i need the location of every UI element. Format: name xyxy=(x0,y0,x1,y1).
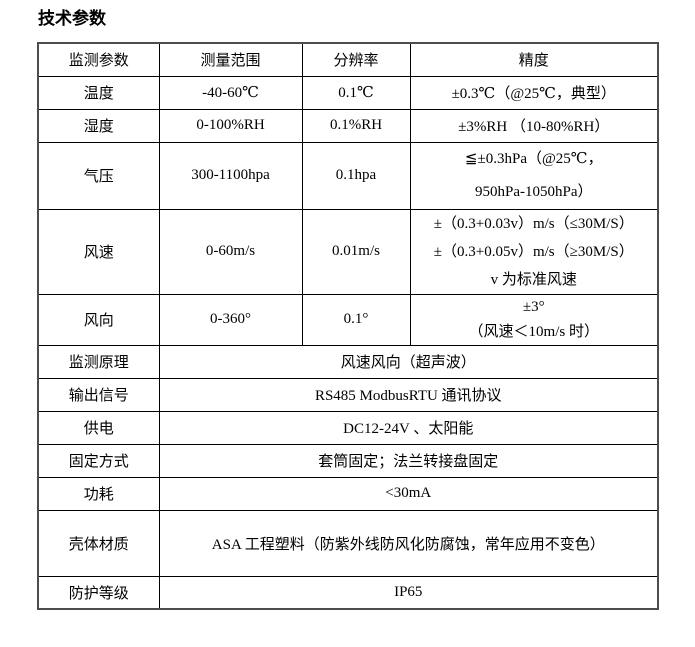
table-row-output-signal: 输出信号 RS485 ModbusRTU 通讯协议 xyxy=(37,377,659,412)
accuracy-cell: ±3%RH （10-80%RH） xyxy=(409,108,659,143)
accuracy-line: ±3° xyxy=(522,298,545,315)
table-row-wind-direction: 风向 0-360° 0.1° ±3° （风速＜10m/s 时） xyxy=(37,293,659,346)
table-row-principle: 监测原理 风速风向（超声波） xyxy=(37,344,659,379)
table-row-power-consumption: 功耗 <30mA xyxy=(37,476,659,511)
accuracy-line: （风速＜10m/s 时） xyxy=(468,323,599,340)
table-row-humidity: 湿度 0-100%RH 0.1%RH ±3%RH （10-80%RH） xyxy=(37,108,659,143)
resolution-cell: 0.1%RH xyxy=(301,108,411,143)
page: { "page": { "title": "技术参数" }, "table": … xyxy=(0,8,695,647)
header-accuracy: 精度 xyxy=(409,42,659,77)
spec-value-cell: 风速风向（超声波） xyxy=(158,344,659,379)
spec-table: 监测参数 测量范围 分辨率 精度 温度 -40-60℃ 0.1℃ ±0.3℃（@… xyxy=(37,42,659,610)
table-row-power-supply: 供电 DC12-24V 、太阳能 xyxy=(37,410,659,445)
table-row-protection-rating: 防护等级 IP65 xyxy=(37,575,659,610)
spec-name-cell: 功耗 xyxy=(37,476,160,511)
param-name-cell: 温度 xyxy=(37,75,160,110)
spec-value-cell: DC12-24V 、太阳能 xyxy=(158,410,659,445)
table-row-mounting: 固定方式 套筒固定；法兰转接盘固定 xyxy=(37,443,659,478)
accuracy-cell: ±0.3℃（@25℃，典型） xyxy=(409,75,659,110)
accuracy-line: ±（0.3+0.03v）m/s（≤30M/S） xyxy=(433,215,634,232)
spec-name-cell: 供电 xyxy=(37,410,160,445)
accuracy-line: ±（0.3+0.05v）m/s（≥30M/S） xyxy=(433,243,634,260)
range-cell: 0-360° xyxy=(158,293,303,346)
spec-value-cell: <30mA xyxy=(158,476,659,511)
spec-name-cell: 固定方式 xyxy=(37,443,160,478)
header-resolution: 分辨率 xyxy=(301,42,411,77)
table-row-pressure: 气压 300-1100hpa 0.1hpa ≦±0.3hPa（@25℃， 950… xyxy=(37,141,659,210)
accuracy-line: v 为标准风速 xyxy=(490,271,577,288)
spec-name-cell: 监测原理 xyxy=(37,344,160,379)
header-range: 测量范围 xyxy=(158,42,303,77)
header-param: 监测参数 xyxy=(37,42,160,77)
resolution-cell: 0.1hpa xyxy=(301,141,411,210)
accuracy-cell: ±3° （风速＜10m/s 时） xyxy=(409,293,659,346)
table-header-row: 监测参数 测量范围 分辨率 精度 xyxy=(37,42,659,77)
spec-value-cell: ASA 工程塑料（防紫外线防风化防腐蚀，常年应用不变色） xyxy=(158,509,659,577)
page-title: 技术参数 xyxy=(38,9,106,28)
accuracy-line: ≦±0.3hPa（@25℃， xyxy=(464,150,603,167)
param-name-cell: 风速 xyxy=(37,208,160,295)
spec-name-cell: 输出信号 xyxy=(37,377,160,412)
spec-name-cell: 防护等级 xyxy=(37,575,160,610)
table-row-housing-material: 壳体材质 ASA 工程塑料（防紫外线防风化防腐蚀，常年应用不变色） xyxy=(37,509,659,577)
spec-value-cell: RS485 ModbusRTU 通讯协议 xyxy=(158,377,659,412)
accuracy-cell: ±（0.3+0.03v）m/s（≤30M/S） ±（0.3+0.05v）m/s（… xyxy=(409,208,659,295)
range-cell: 0-60m/s xyxy=(158,208,303,295)
param-name-cell: 风向 xyxy=(37,293,160,346)
resolution-cell: 0.1℃ xyxy=(301,75,411,110)
accuracy-line: 950hPa-1050hPa） xyxy=(475,183,593,200)
spec-name-cell: 壳体材质 xyxy=(37,509,160,577)
spec-value-cell: 套筒固定；法兰转接盘固定 xyxy=(158,443,659,478)
table-row-temperature: 温度 -40-60℃ 0.1℃ ±0.3℃（@25℃，典型） xyxy=(37,75,659,110)
range-cell: 300-1100hpa xyxy=(158,141,303,210)
param-name-cell: 湿度 xyxy=(37,108,160,143)
spec-value-cell: IP65 xyxy=(158,575,659,610)
range-cell: -40-60℃ xyxy=(158,75,303,110)
range-cell: 0-100%RH xyxy=(158,108,303,143)
param-name-cell: 气压 xyxy=(37,141,160,210)
resolution-cell: 0.01m/s xyxy=(301,208,411,295)
resolution-cell: 0.1° xyxy=(301,293,411,346)
table-row-wind-speed: 风速 0-60m/s 0.01m/s ±（0.3+0.03v）m/s（≤30M/… xyxy=(37,208,659,295)
accuracy-cell: ≦±0.3hPa（@25℃， 950hPa-1050hPa） xyxy=(409,141,659,210)
